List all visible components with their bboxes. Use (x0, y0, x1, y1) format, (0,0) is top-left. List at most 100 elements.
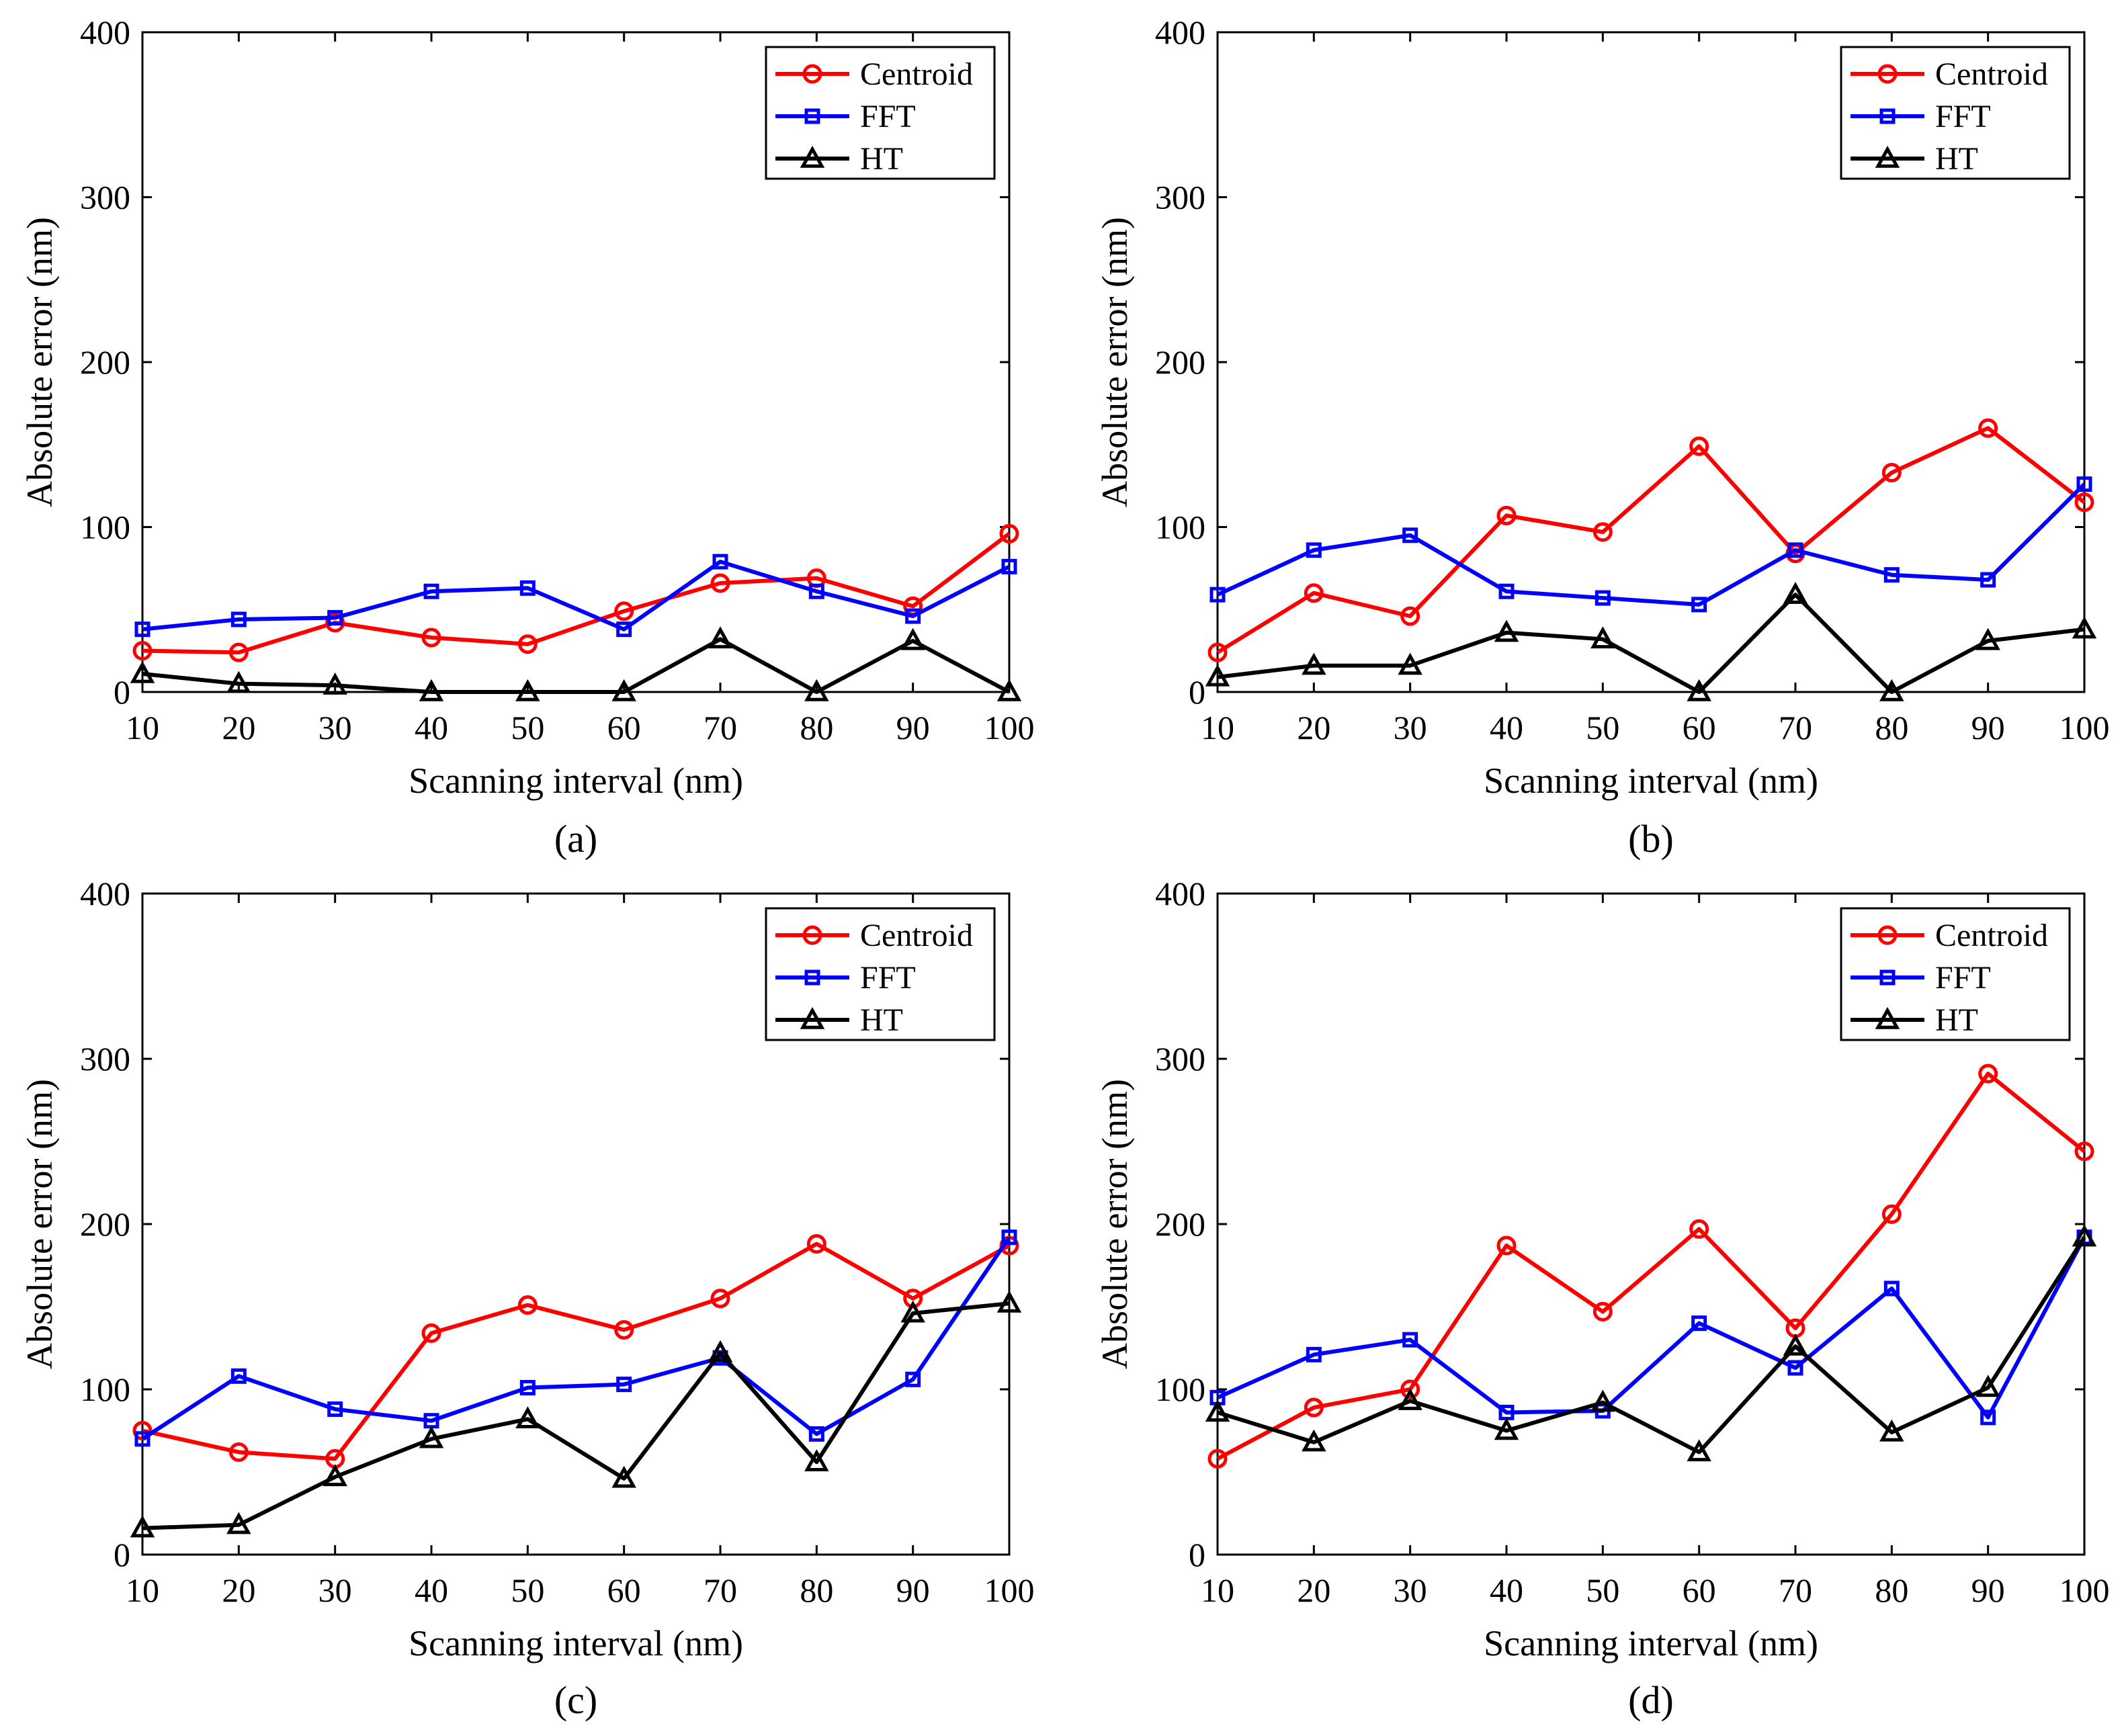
x-tick-label: 40 (415, 709, 448, 746)
data-point (1001, 1229, 1017, 1246)
y-tick-label: 100 (1155, 509, 1205, 546)
data-point (1978, 418, 1998, 438)
x-tick-label: 80 (800, 709, 833, 746)
legend-marker (1879, 969, 1896, 986)
y-tick-label: 200 (1155, 343, 1205, 381)
y-tick-label: 200 (1155, 1205, 1205, 1243)
x-tick-label: 50 (511, 1571, 544, 1609)
data-point (611, 679, 636, 701)
data-point (1304, 1397, 1324, 1418)
y-tick-label: 400 (80, 875, 130, 912)
series-line (1216, 426, 2086, 654)
data-point (517, 1295, 538, 1315)
data-point (132, 641, 153, 661)
data-point (1592, 522, 1613, 542)
data-point (1207, 642, 1228, 662)
data-point (2074, 1141, 2094, 1162)
data-point (1498, 583, 1515, 599)
data-point (996, 679, 1022, 701)
data-point (327, 610, 343, 626)
y-axis-label: Absolute error (nm) (1095, 217, 1135, 507)
legend-marker (1877, 925, 1898, 945)
legend-label: HT (1935, 1002, 1978, 1038)
data-point (423, 583, 439, 599)
data-point (1494, 1418, 1519, 1440)
y-tick-label: 400 (1155, 13, 1205, 51)
series-line (1216, 1236, 2086, 1420)
data-point (1691, 1315, 1707, 1332)
data-point (1592, 1301, 1613, 1321)
legend-entry-centroid: Centroid (1851, 918, 2048, 953)
data-point (515, 1406, 540, 1428)
legend-marker (802, 925, 822, 945)
series-centroid (1207, 1064, 2094, 1469)
x-tick-label: 30 (318, 709, 352, 746)
legend-label: Centroid (860, 56, 973, 92)
panel-label: (d) (1628, 1678, 1674, 1722)
data-point (804, 679, 829, 701)
series-ht (1205, 582, 2097, 701)
data-point (1205, 664, 1230, 687)
data-point (1496, 505, 1517, 525)
legend-entry-centroid: Centroid (775, 56, 973, 92)
data-point (419, 679, 444, 701)
x-tick-label: 70 (704, 1571, 737, 1609)
legend-label: Centroid (860, 918, 973, 953)
chart-panel-3: 10 20 30 40 50 60 70 80 90 100 0 100 200 300 400 Scanni… (19, 875, 1035, 1722)
x-tick-label: 80 (1875, 709, 1908, 746)
legend-marker (802, 64, 822, 84)
legend-entry-ht: HT (775, 1002, 903, 1038)
data-point (1975, 1375, 2000, 1397)
data-point (1689, 1219, 1709, 1239)
legend-label: HT (860, 141, 903, 177)
y-tick-label: 400 (1155, 875, 1205, 912)
data-point (1398, 1388, 1422, 1410)
panel-label: (a) (554, 817, 597, 861)
data-point (1980, 1409, 1996, 1426)
y-tick-label: 100 (80, 509, 130, 546)
x-tick-label: 80 (800, 1571, 833, 1609)
x-axis-label: Scanning interval (nm) (409, 761, 743, 801)
data-point (1787, 1360, 1803, 1376)
x-tick-label: 10 (126, 709, 159, 746)
series-fft (1209, 476, 2092, 613)
x-tick-label: 90 (1971, 1571, 2005, 1609)
series-line (142, 1301, 1010, 1530)
data-point (421, 627, 441, 648)
data-point (710, 1289, 730, 1309)
y-axis-label: Absolute error (nm) (19, 217, 60, 507)
x-tick-label: 90 (1971, 709, 2005, 746)
data-point (1302, 652, 1326, 675)
x-tick-label: 10 (126, 1571, 159, 1609)
data-point (519, 1380, 536, 1396)
y-tick-label: 200 (80, 343, 130, 381)
data-point (1783, 1333, 1808, 1356)
data-point (1398, 652, 1422, 675)
data-point (1691, 597, 1707, 613)
legend-marker (800, 1006, 825, 1029)
data-point (1975, 627, 2000, 650)
legend-entry-ht: HT (775, 141, 903, 177)
data-point (1883, 1281, 1900, 1297)
data-point (1879, 679, 1904, 701)
data-point (900, 1300, 925, 1323)
data-point (1689, 436, 1709, 456)
data-point (1205, 1399, 1230, 1422)
x-tick-label: 50 (1586, 709, 1619, 746)
data-point (708, 626, 733, 649)
data-point (1302, 1429, 1326, 1452)
legend-marker (1879, 108, 1896, 124)
data-point (1209, 587, 1226, 603)
y-tick-label: 0 (1189, 673, 1205, 711)
legend-label: FFT (860, 99, 916, 134)
data-point (519, 580, 536, 596)
series-centroid (132, 523, 1019, 662)
legend-marker (804, 108, 820, 124)
series-line (1216, 1072, 2086, 1461)
data-point (323, 672, 347, 695)
data-point (134, 1431, 151, 1447)
data-point (999, 523, 1019, 544)
chart-panel-2: 10 20 30 40 50 60 70 80 90 100 0 100 200 300 400 Scanni… (1095, 13, 2110, 861)
data-point (614, 601, 634, 621)
